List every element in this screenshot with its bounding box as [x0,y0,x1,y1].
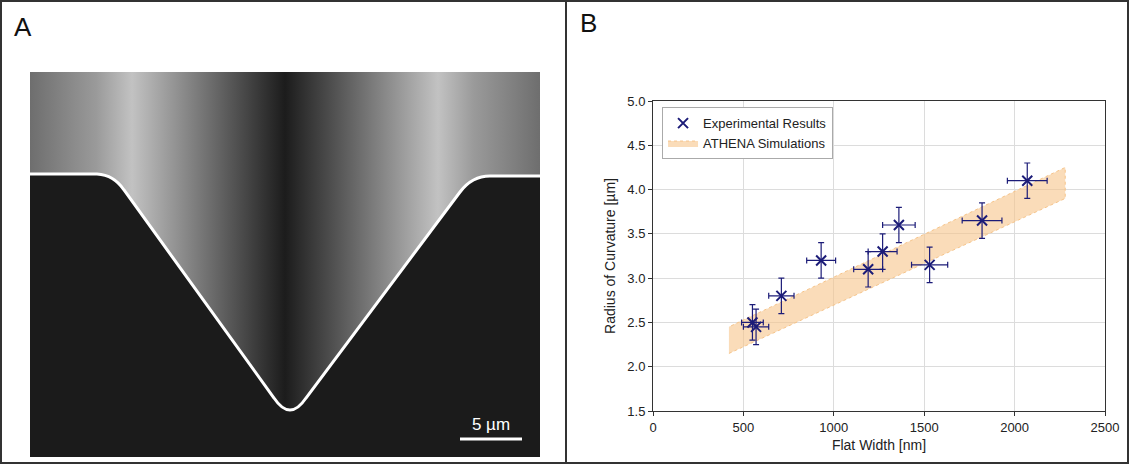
svg-text:3.0: 3.0 [627,271,645,286]
svg-text:2000: 2000 [1000,420,1029,435]
svg-text:1.5: 1.5 [627,404,645,419]
svg-text:2500: 2500 [1091,420,1120,435]
html-text:B: B [580,8,598,38]
svg-text:4.5: 4.5 [627,138,645,153]
svg-text:1000: 1000 [819,420,848,435]
svg-text:5.0: 5.0 [627,94,645,109]
svg-text:4.0: 4.0 [627,182,645,197]
svg-text:500: 500 [733,420,755,435]
svg-text:ATHENA Simulations: ATHENA Simulations [703,136,825,151]
svg-text:Radius of Curvature [µm]: Radius of Curvature [µm] [602,178,618,334]
svg-text:5 µm: 5 µm [472,415,510,434]
svg-text:3.5: 3.5 [627,226,645,241]
svg-text:2.0: 2.0 [627,359,645,374]
svg-text:1500: 1500 [910,420,939,435]
svg-text:0: 0 [649,420,656,435]
svg-text:A: A [14,12,32,42]
svg-text:Experimental Results: Experimental Results [703,116,826,131]
svg-text:2.5: 2.5 [627,315,645,330]
svg-text:Flat Width [nm]: Flat Width [nm] [832,437,926,453]
